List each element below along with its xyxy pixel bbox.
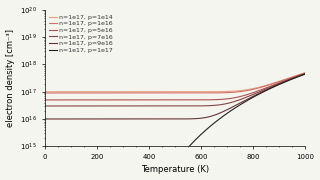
n=1e17, p=1e14 <box>304 72 308 74</box>
n=1e17, p=7e16 <box>304 73 308 75</box>
n=1e17, p=5e16 <box>170 99 173 101</box>
n=1e17, p=9e16 <box>56 118 60 120</box>
n=1e17, p=7e16 <box>56 105 60 107</box>
n=1e17, p=1e14 <box>163 91 167 93</box>
n=1e17, p=1e16 <box>296 74 300 76</box>
n=1e17, p=9e16 <box>248 97 252 99</box>
n=1e17, p=7e16 <box>296 75 300 77</box>
Line: n=1e17, p=1e16: n=1e17, p=1e16 <box>45 73 306 93</box>
n=1e17, p=1e16 <box>296 74 300 76</box>
n=1e17, p=1e16 <box>56 92 60 94</box>
n=1e17, p=1e17 <box>56 172 60 175</box>
n=1e17, p=9e16 <box>170 118 173 120</box>
n=1e17, p=1e14 <box>296 74 300 76</box>
n=1e17, p=1e14 <box>56 91 60 93</box>
n=1e17, p=1e17 <box>163 172 167 175</box>
n=1e17, p=5e16 <box>43 99 47 101</box>
n=1e17, p=7e16 <box>296 75 300 77</box>
n=1e17, p=9e16 <box>163 118 167 120</box>
n=1e17, p=5e16 <box>304 72 308 74</box>
n=1e17, p=5e16 <box>163 99 167 101</box>
X-axis label: Temperature (K): Temperature (K) <box>141 165 209 174</box>
n=1e17, p=7e16 <box>170 105 173 107</box>
n=1e17, p=1e16 <box>248 89 252 91</box>
n=1e17, p=1e14 <box>43 91 47 93</box>
n=1e17, p=1e14 <box>296 74 300 76</box>
n=1e17, p=1e16 <box>163 92 167 94</box>
n=1e17, p=1e17 <box>170 167 173 169</box>
n=1e17, p=1e14 <box>170 91 173 93</box>
n=1e17, p=1e17 <box>296 76 300 78</box>
n=1e17, p=1e17 <box>296 76 300 78</box>
n=1e17, p=9e16 <box>304 73 308 75</box>
Line: n=1e17, p=7e16: n=1e17, p=7e16 <box>45 74 306 106</box>
n=1e17, p=1e17 <box>248 98 252 100</box>
Line: n=1e17, p=5e16: n=1e17, p=5e16 <box>45 73 306 100</box>
n=1e17, p=7e16 <box>163 105 167 107</box>
Line: n=1e17, p=1e14: n=1e17, p=1e14 <box>45 73 306 92</box>
Legend: n=1e17, p=1e14, n=1e17, p=1e16, n=1e17, p=5e16, n=1e17, p=7e16, n=1e17, p=9e16, : n=1e17, p=1e14, n=1e17, p=1e16, n=1e17, … <box>48 13 114 54</box>
n=1e17, p=5e16 <box>248 93 252 95</box>
n=1e17, p=7e16 <box>248 95 252 97</box>
n=1e17, p=5e16 <box>296 75 300 77</box>
n=1e17, p=1e16 <box>304 72 308 74</box>
Y-axis label: electron density [cm⁻³]: electron density [cm⁻³] <box>5 29 14 127</box>
n=1e17, p=5e16 <box>296 75 300 77</box>
n=1e17, p=9e16 <box>43 118 47 120</box>
Line: n=1e17, p=1e17: n=1e17, p=1e17 <box>45 74 306 174</box>
Line: n=1e17, p=9e16: n=1e17, p=9e16 <box>45 74 306 119</box>
n=1e17, p=1e14 <box>248 88 252 90</box>
n=1e17, p=1e16 <box>43 92 47 94</box>
n=1e17, p=9e16 <box>296 76 300 78</box>
n=1e17, p=7e16 <box>43 105 47 107</box>
n=1e17, p=1e16 <box>170 92 173 94</box>
n=1e17, p=5e16 <box>56 99 60 101</box>
n=1e17, p=1e17 <box>43 172 47 175</box>
n=1e17, p=1e17 <box>304 73 308 75</box>
n=1e17, p=9e16 <box>296 76 300 78</box>
